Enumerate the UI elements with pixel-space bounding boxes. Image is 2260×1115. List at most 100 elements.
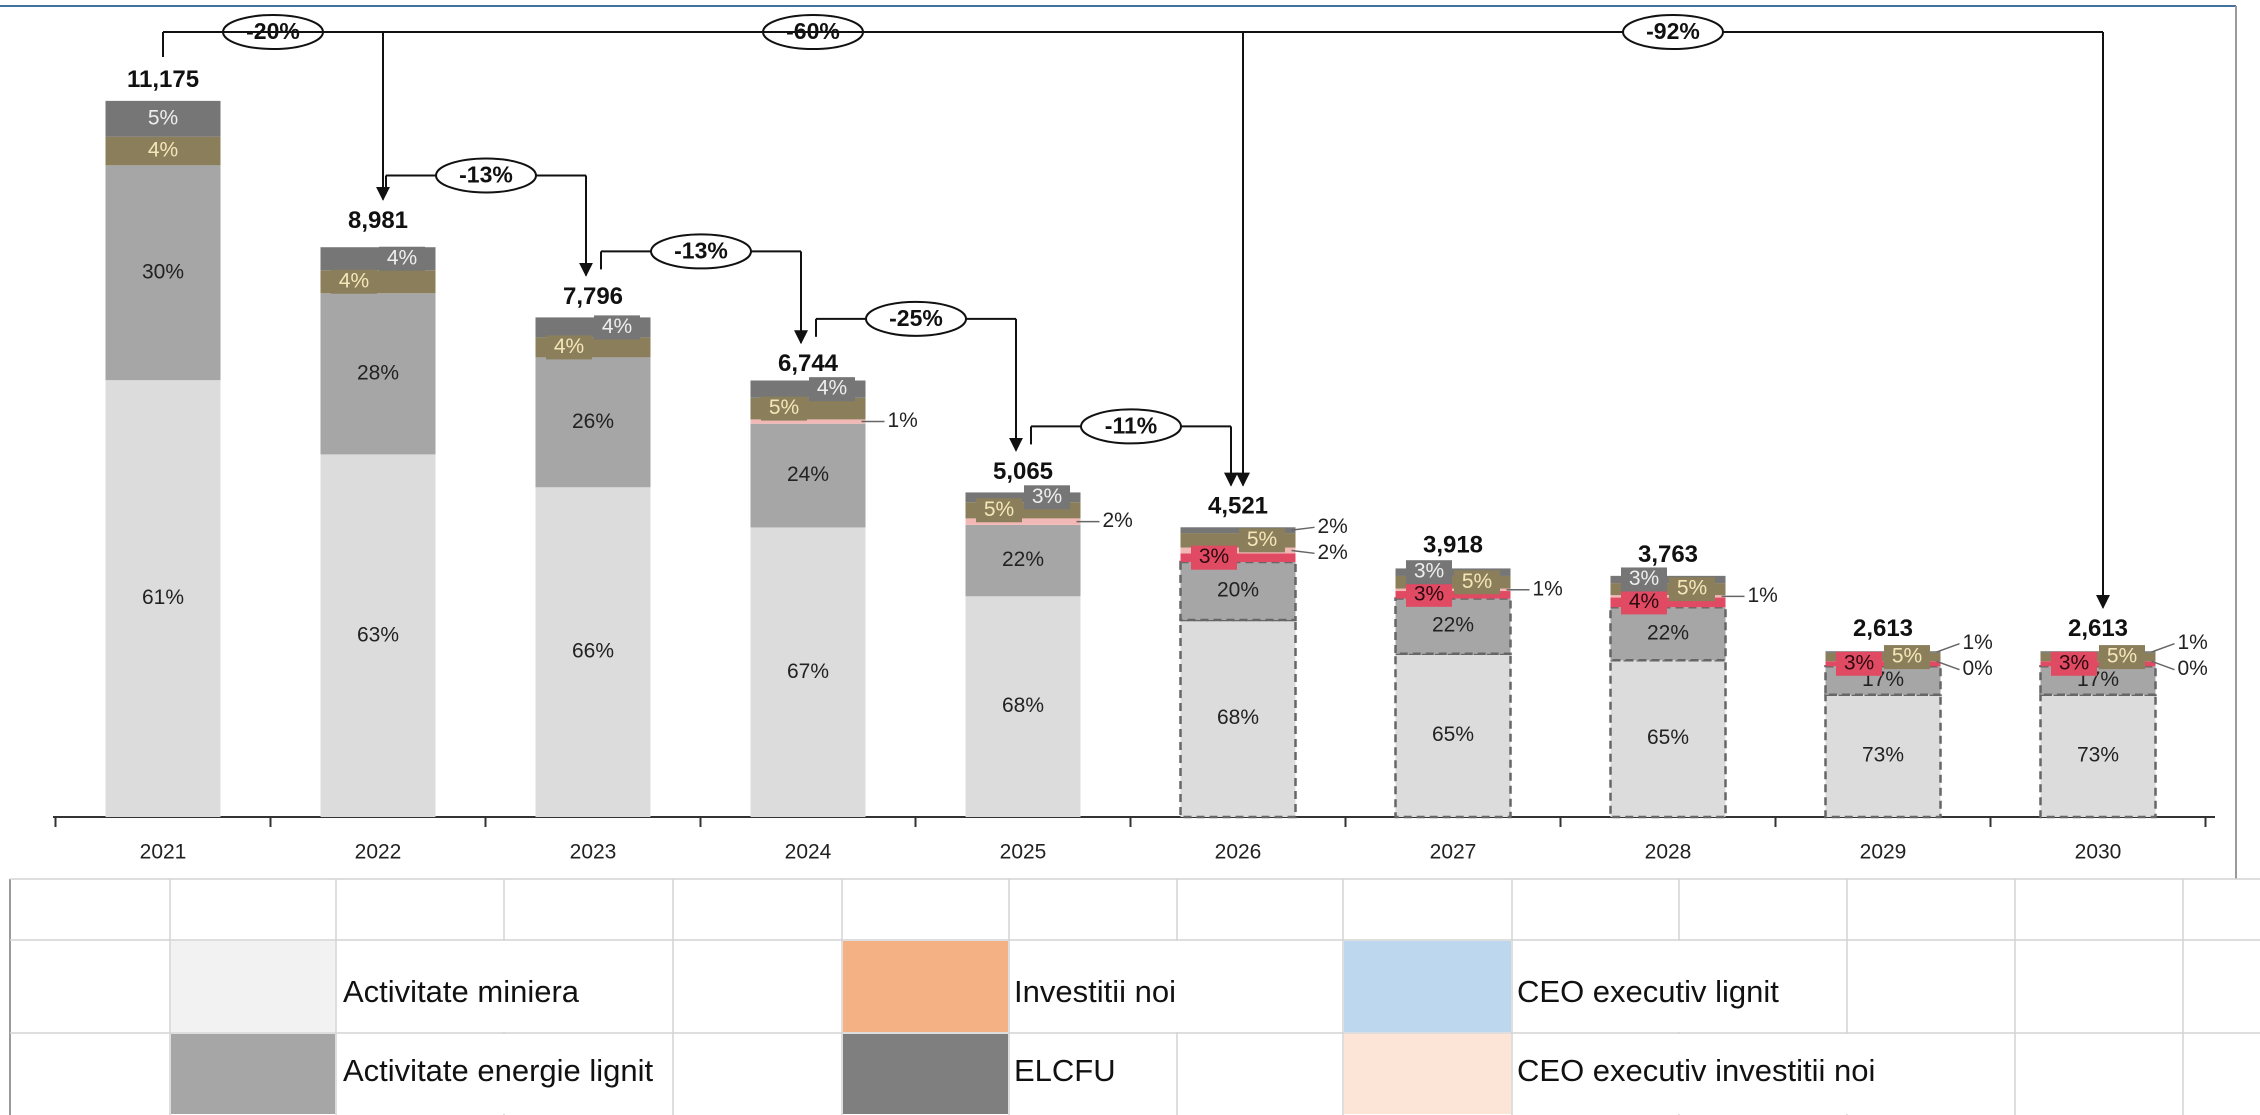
change-oval [435, 157, 537, 194]
segment-label: 3% [1032, 485, 1062, 508]
segment-label: 1% [1533, 577, 1563, 600]
legend-label: Investitii noi [1014, 974, 1176, 1009]
segment-label: 63% [357, 623, 399, 646]
segment-label: 4% [387, 246, 417, 269]
segment-label: 5% [769, 396, 799, 419]
x-tick-label: 2029 [1860, 841, 1907, 864]
bar-segment [1180, 553, 1296, 563]
segment-label: 20% [1217, 579, 1259, 602]
bar-segment [1824, 693, 1942, 819]
total-label: 2,613 [2068, 615, 2128, 642]
segment-label: 5% [2107, 645, 2137, 668]
label-bg [1836, 651, 1882, 676]
bar-segment [965, 518, 1081, 525]
segment-label: 5% [984, 498, 1014, 521]
legend-swatch [171, 1034, 335, 1114]
change-oval [1080, 408, 1182, 445]
bar-segment [1609, 605, 1727, 662]
bar-segment [965, 596, 1081, 817]
segment-label: 1% [1748, 584, 1778, 607]
legend-text-bg [1011, 1034, 1123, 1114]
segment-label: 30% [142, 260, 184, 283]
bar-segment [320, 293, 436, 455]
label-bg [1669, 577, 1715, 602]
segment-label: 26% [572, 410, 614, 433]
legend-label: CEO executiv lignit [1517, 974, 1779, 1009]
bar-segment [2040, 651, 2156, 653]
segment-label: 5% [1462, 570, 1492, 593]
bar-segment [1395, 588, 1511, 592]
label-bg [379, 246, 425, 271]
change-label: -25% [889, 305, 943, 331]
bar-segment [1395, 568, 1511, 576]
total-label: 3,918 [1423, 531, 1483, 558]
bar-segment [750, 419, 866, 424]
x-tick-label: 2021 [140, 841, 187, 864]
bar-segment [1609, 659, 1727, 819]
segment-label: 5% [1247, 528, 1277, 551]
x-tick-label: 2024 [785, 841, 832, 864]
segment-label: 3% [1629, 567, 1659, 590]
bar-segment [1825, 661, 1941, 667]
legend-label: Activitate energie lignit [343, 1053, 654, 1088]
legend-swatch [1344, 1034, 1511, 1114]
change-label: -11% [1105, 412, 1157, 438]
segment-label: 68% [1217, 706, 1259, 729]
bar-segment [2039, 693, 2157, 819]
bar-segment [750, 527, 866, 817]
legend-text-bg [340, 1034, 661, 1114]
bar-segment [1610, 575, 1726, 584]
segment-label: 3% [2059, 651, 2089, 674]
total-label: 8,981 [348, 207, 408, 234]
bar-segment [750, 423, 866, 528]
segment-label: 73% [1862, 743, 1904, 766]
total-label: 11,175 [127, 66, 199, 93]
bar-segment [1179, 560, 1297, 622]
segment-label: 61% [142, 586, 184, 609]
segment-label: 2% [1318, 541, 1348, 564]
segment-label: 4% [602, 315, 632, 338]
segment-label: 3% [1199, 545, 1229, 568]
x-tick-label: 2022 [355, 841, 402, 864]
total-label: 6,744 [778, 350, 839, 377]
segment-label: 0% [2178, 657, 2208, 680]
segment-label: 2% [1103, 509, 1133, 532]
leader-line [2151, 642, 2175, 653]
segment-label: 3% [1844, 651, 1874, 674]
legend-swatch [843, 1034, 1008, 1114]
label-bg [976, 498, 1022, 523]
label-bg [1454, 570, 1500, 595]
label-bg [1406, 560, 1452, 585]
label-bg [546, 335, 592, 360]
segment-label: 4% [554, 335, 584, 358]
segment-label: 5% [1892, 645, 1922, 668]
bar-segment [1610, 597, 1726, 608]
legend-text-bg [1514, 1034, 1883, 1114]
label-bg [2099, 645, 2145, 670]
segment-label: 5% [1677, 577, 1707, 600]
segment-label: 0% [1963, 657, 1993, 680]
change-oval [865, 300, 967, 337]
legend-label: ELCFU [1014, 1053, 1116, 1088]
bar-segment [105, 136, 221, 166]
label-bg [1239, 528, 1285, 553]
bar-segment [1395, 591, 1511, 599]
total-label: 7,796 [563, 283, 623, 310]
label-bg [2051, 651, 2097, 676]
change-oval [1622, 14, 1724, 50]
label-bg [761, 396, 807, 421]
bar-segment [105, 100, 221, 137]
bar-segment [535, 357, 651, 488]
x-tick-label: 2028 [1645, 841, 1692, 864]
x-tick-label: 2030 [2075, 841, 2122, 864]
segment-label: 66% [572, 640, 614, 663]
bar-segment [105, 380, 221, 817]
label-bg [1191, 545, 1237, 570]
x-tick-label: 2027 [1430, 841, 1477, 864]
bar-segment [105, 165, 221, 381]
legend-swatch [171, 941, 335, 1032]
bar-segment [965, 524, 1081, 597]
segment-label: 68% [1002, 694, 1044, 717]
bar-segment [1610, 595, 1726, 598]
